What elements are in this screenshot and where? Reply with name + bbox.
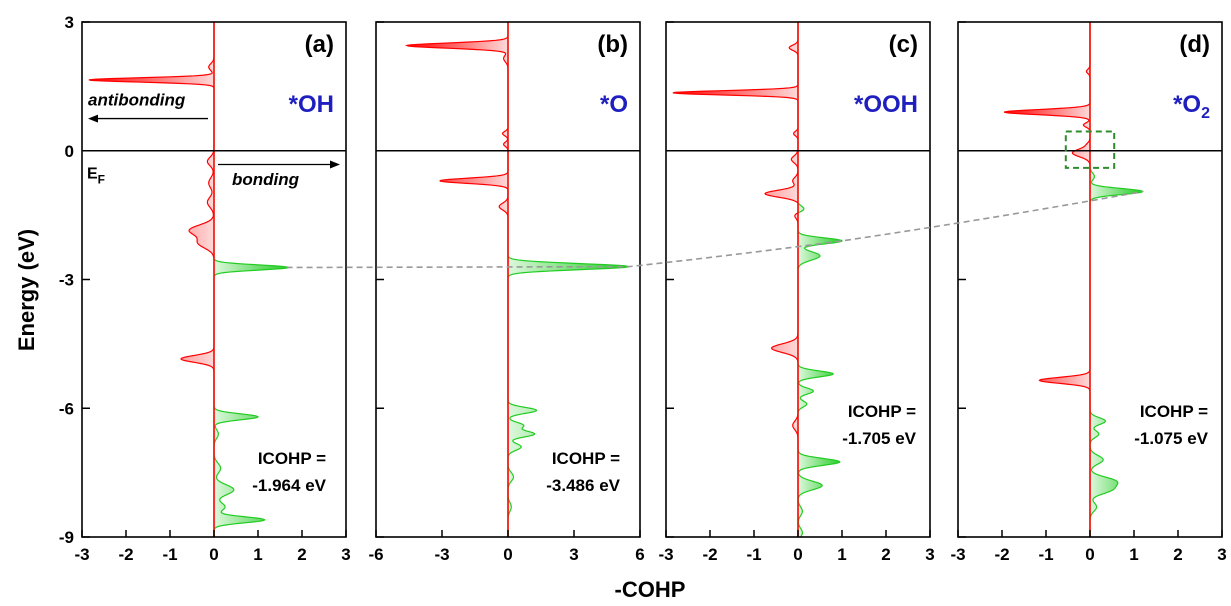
x-tick-label: -2	[118, 545, 133, 564]
antibonding-area	[406, 22, 508, 537]
icohp-value: -1.964 eV	[252, 476, 326, 495]
x-tick-label: 3	[569, 545, 578, 564]
x-tick-label: 2	[881, 545, 890, 564]
x-tick-label: 6	[635, 545, 644, 564]
y-tick-label: 3	[65, 13, 74, 32]
icohp-title: ICOHP =	[848, 402, 916, 421]
antibonding-area	[1004, 22, 1090, 537]
y-tick-label: -3	[59, 271, 74, 290]
x-tick-label: -1	[162, 545, 177, 564]
cohp-curves	[1004, 22, 1144, 537]
icohp-value: -1.075 eV	[1134, 429, 1208, 448]
x-tick-label: 0	[1085, 545, 1094, 564]
panel-3: -3 -2 -1 0 1 2 3 (c) *OOH ICOHP = -1.705 eV	[658, 21, 935, 564]
y-tick-label: -9	[59, 528, 74, 547]
antibonding-arrow-head	[88, 114, 98, 123]
x-axis-title: -COHP	[615, 577, 686, 602]
icohp-value: -3.486 eV	[546, 476, 620, 495]
bonding-area	[798, 22, 842, 537]
x-tick-label: 3	[1217, 545, 1226, 564]
x-tick-label: -2	[994, 545, 1009, 564]
x-tick-label: -3	[950, 545, 965, 564]
y-axis-title: Energy (eV)	[14, 229, 39, 351]
fermi-level-label: EF	[87, 166, 105, 187]
bonding-annotation: bonding	[232, 170, 300, 189]
y-tick-label: 0	[65, 142, 74, 161]
x-tick-label: 1	[837, 545, 846, 564]
x-tick-label: 0	[793, 545, 802, 564]
x-tick-label: 3	[341, 545, 350, 564]
icohp-title: ICOHP =	[258, 449, 326, 468]
x-tick-label: 1	[1129, 545, 1138, 564]
x-tick-label: 3	[925, 545, 934, 564]
bonding-arrow-head	[330, 160, 340, 169]
species-label: *O	[600, 91, 628, 118]
guide-dashed-line	[286, 190, 1143, 269]
antibonding-line	[404, 22, 509, 537]
icohp-value: -1.705 eV	[842, 429, 916, 448]
antibonding-line	[1004, 22, 1091, 537]
bonding-area	[214, 22, 289, 537]
panel-label: (d)	[1179, 31, 1210, 58]
cohp-curves	[672, 22, 843, 537]
overlays-group: antibonding bonding EF	[87, 91, 1143, 269]
x-tick-label: 2	[1173, 545, 1182, 564]
x-tick-label: -3	[434, 545, 449, 564]
x-tick-label: 0	[503, 545, 512, 564]
antibonding-annotation: antibonding	[88, 91, 186, 110]
y-axis-title-group: Energy (eV)	[14, 229, 39, 351]
x-tick-label: -3	[74, 545, 89, 564]
x-tick-label: -3	[658, 545, 673, 564]
panel-label: (c)	[889, 31, 918, 58]
species-label: *OOH	[854, 91, 918, 118]
x-tick-label: 0	[209, 545, 218, 564]
antibonding-area	[672, 22, 798, 537]
panel-label: (b)	[597, 31, 628, 58]
panel-label: (a)	[305, 31, 334, 58]
highlight-box	[1064, 130, 1116, 169]
species-subscript: 2	[1201, 105, 1210, 122]
antibonding-line	[672, 22, 799, 537]
x-tick-label: 1	[253, 545, 262, 564]
x-tick-label: -1	[746, 545, 761, 564]
x-tick-label: 2	[297, 545, 306, 564]
panel-2: -6 -3 0 3 6 (b) *O ICOHP = -3.486 eV	[368, 21, 645, 564]
icohp-title: ICOHP =	[1140, 402, 1208, 421]
bonding-area	[1090, 22, 1143, 537]
x-tick-label: -6	[368, 545, 383, 564]
fermi-level-subscript: F	[98, 173, 105, 187]
icohp-title: ICOHP =	[552, 449, 620, 468]
panel-4: -3 -2 -1 0 1 2 3 (d) *O2 ICOHP = -1.075 eV	[950, 21, 1227, 564]
species-label: *OH	[289, 91, 334, 118]
species-label: *O2	[1173, 91, 1210, 122]
y-tick-label: -6	[59, 399, 74, 418]
x-tick-label: -1	[1038, 545, 1053, 564]
x-tick-label: -2	[702, 545, 717, 564]
